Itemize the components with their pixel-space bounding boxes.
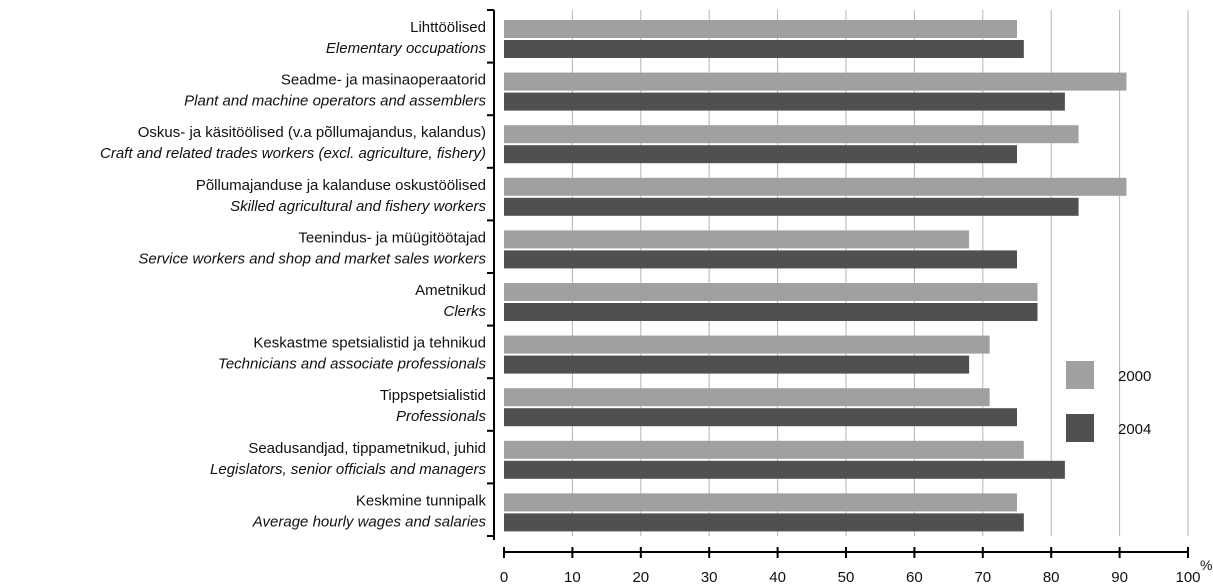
bar-2004-6 bbox=[504, 355, 970, 374]
category-label-et: Tippspetsialistid bbox=[380, 387, 486, 404]
category-label-en: Clerks bbox=[443, 303, 486, 320]
category-label-en: Technicians and associate professionals bbox=[218, 356, 486, 373]
bar-2004-8 bbox=[504, 460, 1065, 479]
x-tick-label-10: 10 bbox=[564, 569, 581, 586]
bar-2004-3 bbox=[504, 197, 1079, 216]
category-label-en: Elementary occupations bbox=[326, 40, 487, 57]
category-label-et: Oskus- ja käsitöölised (v.a põllumajandu… bbox=[138, 124, 486, 141]
bar-2000-6 bbox=[504, 335, 990, 354]
x-tick-label-0: 0 bbox=[500, 569, 508, 586]
legend-swatch-2000 bbox=[1066, 361, 1094, 389]
x-tick-label-90: 90 bbox=[1111, 569, 1128, 586]
bar-2000-5 bbox=[504, 283, 1038, 301]
category-label-et: Teenindus- ja müügitöötajad bbox=[298, 229, 486, 246]
bar-2004-1 bbox=[504, 92, 1065, 111]
bar-2004-9 bbox=[504, 513, 1024, 532]
x-tick-label-100: 100 bbox=[1175, 569, 1200, 586]
category-label-et: Lihttöölised bbox=[410, 19, 486, 36]
legend-swatch-2004 bbox=[1066, 414, 1094, 442]
category-labels: Lihttöölised Elementary occupations Seadme… bbox=[100, 19, 486, 530]
bar-2000-2 bbox=[504, 125, 1079, 144]
x-tick-label-70: 70 bbox=[974, 569, 991, 586]
bar-2004-5 bbox=[504, 303, 1038, 321]
bar-2000-1 bbox=[504, 72, 1127, 91]
legend: 2000 2004 bbox=[1066, 361, 1151, 442]
category-label-et: Ametnikud bbox=[415, 282, 486, 299]
bar-2000-8 bbox=[504, 440, 1024, 459]
bars bbox=[504, 20, 1127, 532]
bar-2004-4 bbox=[504, 250, 1017, 269]
legend-label-2004: 2004 bbox=[1118, 421, 1151, 438]
bar-2000-3 bbox=[504, 177, 1127, 196]
category-label-en: Craft and related trades workers (excl. … bbox=[100, 145, 486, 162]
category-label-en: Service workers and shop and market sale… bbox=[138, 250, 486, 267]
bar-2000-0 bbox=[504, 20, 1017, 38]
bar-2004-0 bbox=[504, 40, 1024, 58]
x-tick-label-60: 60 bbox=[906, 569, 923, 586]
bar-2000-7 bbox=[504, 388, 990, 407]
bar-2004-2 bbox=[504, 145, 1017, 164]
category-label-en: Average hourly wages and salaries bbox=[252, 513, 487, 530]
category-label-en: Legislators, senior officials and manage… bbox=[210, 461, 486, 478]
category-label-en: Skilled agricultural and fishery workers bbox=[230, 198, 486, 215]
category-label-et: Seadme- ja masinaoperaatorid bbox=[281, 72, 486, 89]
category-label-en: Plant and machine operators and assemble… bbox=[184, 93, 486, 110]
x-tick-label-30: 30 bbox=[701, 569, 718, 586]
x-axis-unit-label: % bbox=[1200, 557, 1212, 573]
x-tick-label-20: 20 bbox=[632, 569, 649, 586]
bar-2000-9 bbox=[504, 493, 1017, 512]
category-label-et: Keskastme spetsialistid ja tehnikud bbox=[253, 335, 486, 352]
x-tick-label-50: 50 bbox=[838, 569, 855, 586]
x-tick-label-80: 80 bbox=[1043, 569, 1060, 586]
category-label-en: Professionals bbox=[396, 408, 487, 425]
x-tick-label-40: 40 bbox=[769, 569, 786, 586]
bar-2004-7 bbox=[504, 408, 1017, 427]
axes bbox=[487, 9, 1189, 558]
legend-label-2000: 2000 bbox=[1118, 368, 1151, 385]
category-label-et: Keskmine tunnipalk bbox=[356, 492, 487, 509]
category-label-et: Põllumajanduse ja kalanduse oskustöölise… bbox=[196, 177, 486, 194]
x-tick-labels: 0 10 20 30 40 50 60 70 80 90 100 bbox=[500, 569, 1201, 586]
bar-2000-4 bbox=[504, 230, 970, 249]
category-label-et: Seadusandjad, tippametnikud, juhid bbox=[248, 440, 486, 457]
